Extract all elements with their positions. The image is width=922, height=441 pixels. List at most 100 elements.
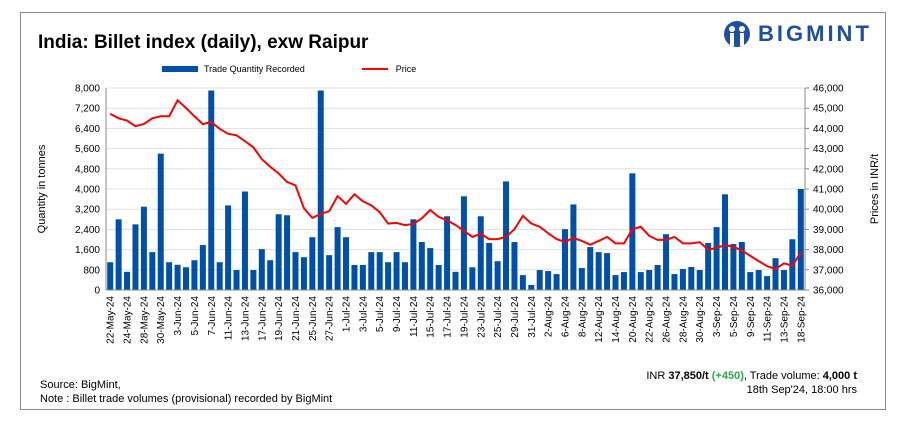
x-tick-label: 18-Sep-24	[796, 296, 807, 343]
x-tick-label: 27-Jun-24	[325, 296, 336, 341]
x-tick-label: 13-Sep-24	[779, 296, 790, 343]
bar	[267, 260, 274, 290]
bar	[620, 272, 627, 290]
y2-tick-label: 43,000	[813, 144, 844, 155]
bar	[797, 189, 804, 290]
x-tick-label: 24-May-24	[123, 296, 134, 344]
footer-notes: Source: BigMint, Note : Billet trade vol…	[40, 378, 332, 406]
bar	[191, 260, 198, 290]
bar	[284, 215, 291, 290]
bar	[545, 271, 552, 290]
bar	[460, 196, 467, 290]
x-tick-label: 26-Aug-24	[662, 296, 673, 343]
bar	[570, 204, 577, 290]
x-tick-label: 14-Aug-24	[611, 296, 622, 343]
bar	[225, 205, 232, 290]
x-tick-label: 2-Aug-24	[544, 296, 555, 338]
bar	[166, 262, 173, 290]
bar	[646, 270, 653, 290]
bar	[696, 270, 703, 290]
y2-tick-label: 40,000	[813, 205, 844, 216]
x-tick-label: 25-Jul-24	[493, 296, 504, 338]
bar	[663, 234, 670, 290]
legend-bar-label: Trade Quantity Recorded	[204, 64, 305, 74]
bar	[553, 274, 560, 290]
bar	[343, 237, 350, 290]
bar	[107, 262, 114, 290]
bar	[385, 262, 392, 290]
y2-tick-label: 38,000	[813, 245, 844, 256]
bar	[713, 227, 720, 290]
price-value: 37,850/t	[668, 370, 709, 382]
x-tick-label: 22-Aug-24	[645, 296, 656, 343]
volume-prefix: , Trade volume:	[743, 370, 823, 382]
bar	[511, 242, 518, 290]
bar	[393, 252, 400, 290]
bar	[561, 229, 568, 290]
bar	[494, 261, 501, 290]
x-tick-label: 31-Jul-24	[527, 296, 538, 338]
bar	[233, 270, 240, 290]
price-summary: INR 37,850/t (+450), Trade volume: 4,000…	[646, 369, 857, 397]
bar	[351, 265, 358, 290]
y2-tick-label: 36,000	[813, 286, 844, 297]
y-tick-label: 1,600	[75, 245, 100, 256]
x-tick-label: 30-Aug-24	[695, 296, 706, 343]
x-tick-label: 7-Jun-24	[207, 296, 218, 336]
y-tick-label: 5,600	[75, 144, 100, 155]
y-tick-label: 6,400	[75, 124, 100, 135]
bar	[604, 253, 611, 290]
legend: Trade Quantity Recorded Price	[162, 64, 416, 74]
bar	[115, 219, 122, 290]
bar	[519, 275, 526, 290]
x-tick-label: 21-Jun-24	[291, 296, 302, 341]
x-tick-label: 6-Aug-24	[560, 296, 571, 338]
bar	[216, 262, 223, 290]
bar	[587, 247, 594, 290]
y-tick-label: 2,400	[75, 225, 100, 236]
logo-text: BIGMINT	[758, 21, 872, 46]
x-tick-label: 1-Jul-24	[342, 296, 353, 333]
price-change: (+450)	[711, 370, 744, 382]
bar	[477, 216, 484, 290]
x-tick-label: 5-Sep-24	[729, 296, 740, 338]
bar	[368, 252, 375, 290]
bar	[469, 267, 476, 290]
bar	[671, 274, 678, 290]
y-tick-label: 7,200	[75, 104, 100, 115]
bar	[654, 265, 661, 290]
bar	[132, 224, 139, 290]
bar	[427, 248, 434, 290]
x-tick-label: 12-Aug-24	[594, 296, 605, 343]
bar	[452, 271, 459, 290]
bar	[578, 268, 585, 290]
y-tick-label: 0	[94, 286, 100, 297]
bigmint-logo: BIGMINT	[722, 20, 872, 48]
bar	[780, 270, 787, 290]
bar	[258, 249, 265, 290]
bar	[772, 258, 779, 290]
x-tick-label: 19-Jul-24	[459, 296, 470, 338]
legend-line-swatch	[361, 68, 388, 70]
y-axis-label: Quantity in tonnes	[36, 144, 48, 233]
bar	[124, 271, 131, 290]
bar	[359, 265, 366, 290]
y-tick-label: 8,000	[75, 84, 100, 95]
bar	[250, 270, 257, 290]
bar	[747, 272, 754, 290]
x-tick-label: 17-Jun-24	[257, 296, 268, 341]
bar	[309, 237, 316, 290]
x-tick-label: 15-Jul-24	[426, 296, 437, 338]
bar	[764, 276, 771, 290]
bar	[738, 242, 745, 290]
bar	[376, 252, 383, 290]
y2-tick-label: 39,000	[813, 225, 844, 236]
y2-tick-label: 37,000	[813, 265, 844, 276]
bar	[536, 270, 543, 290]
bar	[326, 255, 333, 290]
bar	[140, 206, 147, 290]
x-tick-label: 13-Jun-24	[240, 296, 251, 341]
bar	[317, 90, 324, 291]
y-tick-label: 4,800	[75, 164, 100, 175]
x-tick-label: 11-Sep-24	[763, 296, 774, 342]
